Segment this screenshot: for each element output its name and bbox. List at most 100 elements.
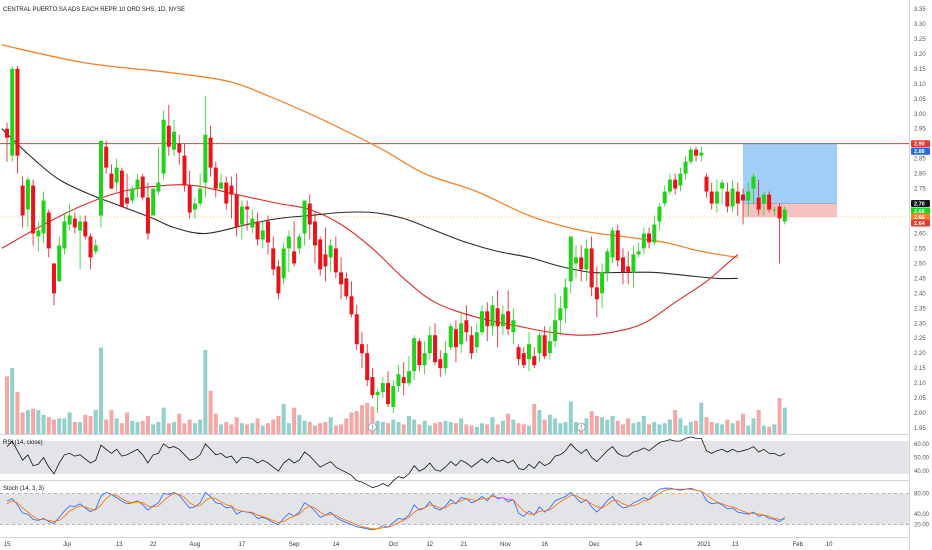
candle-body xyxy=(51,263,56,294)
candle-body xyxy=(433,335,438,363)
price-label-tag xyxy=(911,213,930,221)
time-axis[interactable]: 15 Jul 13 22 Aug 17 Sep 14 Oct 12 21 Nov 16 Dec 14 2021… xyxy=(4,542,833,548)
candle-body xyxy=(662,191,667,204)
volume-bar xyxy=(542,419,547,434)
volume-bar xyxy=(751,418,756,434)
volume-bar xyxy=(5,376,9,434)
candle-body xyxy=(511,320,516,333)
time-tick: 21 xyxy=(460,542,467,548)
rsi-tick: 40.00 xyxy=(914,469,930,475)
candle-body xyxy=(245,206,250,210)
volume-bar xyxy=(380,422,385,434)
price-label: 2.70 xyxy=(914,202,925,208)
volume-bar xyxy=(281,404,286,434)
volume-bar xyxy=(318,423,323,434)
volume-bar xyxy=(490,417,495,434)
candle-body xyxy=(563,287,568,309)
candle-body xyxy=(761,194,766,204)
candle-body xyxy=(667,179,672,192)
time-tick: 12 xyxy=(426,542,433,548)
price-axis[interactable]: 3.35 3.30 3.25 3.20 3.15 3.10 3.05 3.00 2.95 2.90… xyxy=(914,7,926,432)
volume-bar xyxy=(46,417,51,434)
candle-body xyxy=(730,188,735,207)
rsi-series xyxy=(6,436,785,489)
volume-bar xyxy=(610,416,615,434)
volume-bar xyxy=(391,419,396,434)
volume-bar xyxy=(339,424,344,434)
price-tick: 3.00 xyxy=(914,112,926,118)
volume-bar xyxy=(406,416,411,434)
volume-bar xyxy=(511,419,516,434)
candle-body xyxy=(41,200,46,234)
chart-title: CENTRAL PUERTO SA ADS EACH REPR 10 ORD S… xyxy=(3,7,185,13)
price-tick: 2.40 xyxy=(914,291,926,297)
candle-body xyxy=(521,353,526,366)
candle-body xyxy=(532,356,537,366)
volume-bar xyxy=(219,424,224,434)
price-label-tag xyxy=(911,207,930,215)
time-tick: Sep xyxy=(289,542,300,548)
volume-bar xyxy=(130,420,135,434)
candle-body xyxy=(380,383,385,393)
candle-body xyxy=(683,161,688,174)
candle-body xyxy=(767,194,772,210)
volume-bar xyxy=(365,402,370,434)
stoch-label: Stoch (14, 3, 3) xyxy=(3,486,44,492)
volume-bar xyxy=(480,423,485,434)
candle-body xyxy=(234,194,239,228)
volume-bar xyxy=(109,410,114,434)
volume-bar xyxy=(213,413,218,434)
candle-body xyxy=(688,149,693,162)
price-tick: 2.00 xyxy=(914,411,926,417)
candle-body xyxy=(130,188,135,201)
volume-bar xyxy=(448,422,453,434)
volume-bar xyxy=(553,418,558,434)
volume-bar xyxy=(631,423,636,434)
candle-body xyxy=(255,221,260,240)
candle-body xyxy=(474,332,479,348)
volume-bar xyxy=(694,420,699,434)
volume-bar xyxy=(333,425,338,434)
volume-bar xyxy=(250,423,255,434)
candle-body xyxy=(125,197,130,204)
volume-bar xyxy=(20,412,25,434)
candle-body xyxy=(751,176,756,189)
time-tick: 2021 xyxy=(697,542,711,548)
time-tick: Nov xyxy=(500,542,511,548)
price-tick: 2.20 xyxy=(914,351,926,357)
candlesticks xyxy=(5,65,787,414)
candle-body xyxy=(396,374,401,387)
volume-bar xyxy=(375,420,380,434)
candle-body xyxy=(328,245,333,258)
stoch-tick: 20.00 xyxy=(914,523,930,529)
candle-body xyxy=(119,170,124,207)
price-label-tag xyxy=(911,200,930,207)
volume-bar xyxy=(412,419,417,434)
candle-body xyxy=(20,185,25,216)
volume-bar xyxy=(594,416,599,434)
volume-bar xyxy=(600,417,605,434)
volume-bar xyxy=(464,424,469,434)
volume-bar xyxy=(678,418,683,434)
candle-body xyxy=(93,245,98,252)
volume-bar xyxy=(683,425,688,434)
time-tick: Oct xyxy=(389,542,399,548)
ma200-line xyxy=(1,44,738,259)
price-tick: 2.25 xyxy=(914,336,926,342)
candle-body xyxy=(312,221,317,246)
volume-bar xyxy=(584,418,589,434)
volume-bar xyxy=(772,424,777,434)
candle-body xyxy=(219,182,224,189)
volume-bar xyxy=(239,423,244,434)
candle-body xyxy=(589,248,594,288)
candle-body xyxy=(412,338,417,372)
candle-body xyxy=(224,182,229,204)
candle-body xyxy=(333,248,338,273)
price-tick: 3.20 xyxy=(914,52,926,58)
candle-body xyxy=(286,236,291,249)
candle-body xyxy=(453,329,458,348)
price-tick: 3.10 xyxy=(914,82,926,88)
price-tick: 2.50 xyxy=(914,261,926,267)
volume-bar xyxy=(626,418,631,434)
rsi-band xyxy=(0,441,909,474)
